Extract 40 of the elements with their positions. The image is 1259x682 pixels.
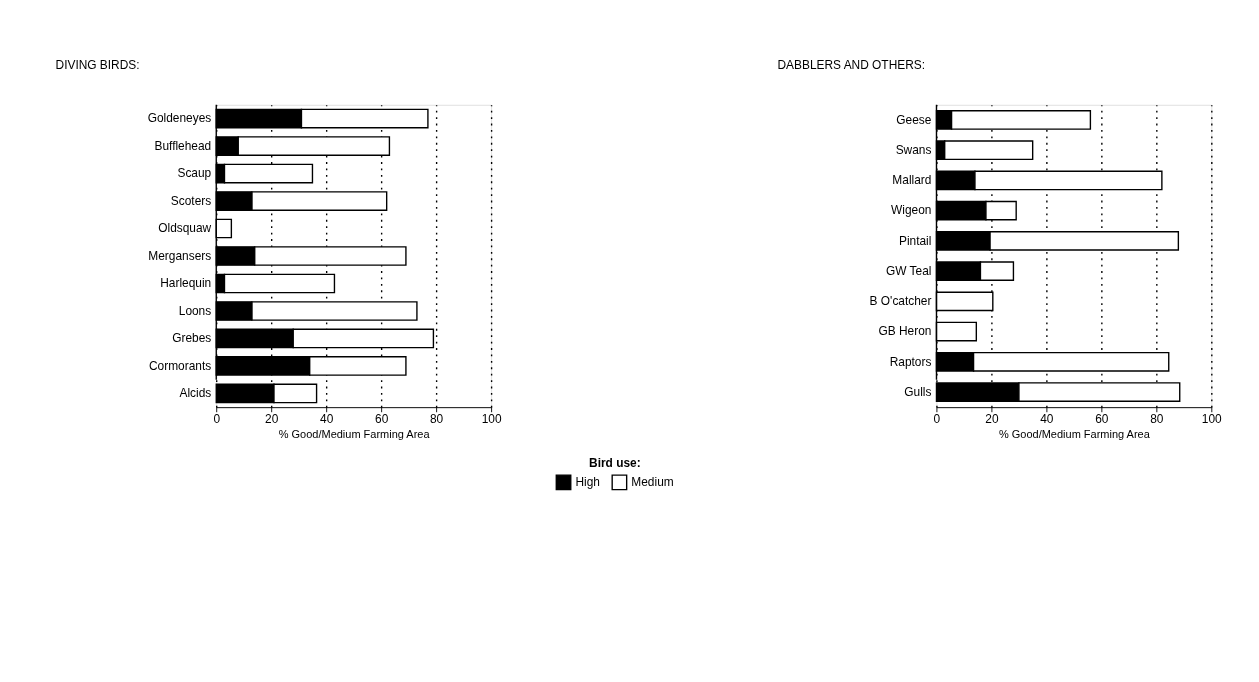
chart-title: DABBLERS AND OTHERS: bbox=[777, 58, 926, 73]
y-tick-label: Raptors bbox=[889, 354, 932, 369]
x-tick-label: 100 bbox=[1201, 412, 1223, 427]
x-tick-label: 20 bbox=[265, 412, 279, 427]
x-tick-label: 60 bbox=[1095, 412, 1109, 427]
y-tick-label: Loons bbox=[178, 303, 212, 318]
y-tick-label: Wigeon bbox=[891, 203, 932, 218]
legend-title: Bird use: bbox=[589, 455, 641, 470]
y-tick-label: Pintail bbox=[898, 233, 932, 248]
legend-label: Medium bbox=[631, 475, 674, 490]
y-tick-label: Swans bbox=[895, 142, 932, 157]
y-tick-label: Mergansers bbox=[148, 248, 212, 263]
y-tick-label: Bufflehead bbox=[154, 138, 212, 153]
x-tick-label: 40 bbox=[320, 412, 334, 427]
x-axis-title: % Good/Medium Farming Area bbox=[278, 427, 431, 440]
y-tick-label: Scoters bbox=[170, 193, 212, 208]
y-tick-label: Gulls bbox=[904, 384, 932, 399]
y-tick-label: Goldeneyes bbox=[147, 111, 212, 126]
x-tick-label: 0 bbox=[933, 412, 941, 427]
y-tick-label: Oldsquaw bbox=[158, 221, 212, 236]
x-tick-label: 80 bbox=[429, 412, 444, 427]
legend-label: High bbox=[575, 475, 600, 490]
x-tick-label: 40 bbox=[1040, 412, 1054, 427]
x-tick-label: 80 bbox=[1150, 412, 1164, 427]
x-tick-label: 60 bbox=[375, 412, 389, 427]
x-tick-label: 20 bbox=[985, 412, 999, 427]
x-tick-label: 0 bbox=[213, 412, 221, 427]
y-tick-label: GB Heron bbox=[878, 324, 932, 339]
x-tick-label: 100 bbox=[481, 412, 502, 427]
y-tick-label: Alcids bbox=[179, 386, 212, 401]
y-tick-label: Grebes bbox=[172, 331, 212, 346]
y-tick-label: B O'catcher bbox=[869, 294, 932, 309]
y-tick-label: Geese bbox=[896, 112, 932, 127]
y-tick-label: Mallard bbox=[892, 173, 932, 188]
text: DIVING BIRDS: bbox=[55, 58, 140, 73]
x-axis-title: % Good/Medium Farming Area bbox=[998, 427, 1151, 440]
y-tick-label: Harlequin bbox=[160, 276, 212, 291]
y-tick-label: Cormorants bbox=[149, 358, 212, 373]
y-tick-label: GW Teal bbox=[885, 263, 932, 278]
y-tick-label: Scaup bbox=[177, 166, 212, 181]
